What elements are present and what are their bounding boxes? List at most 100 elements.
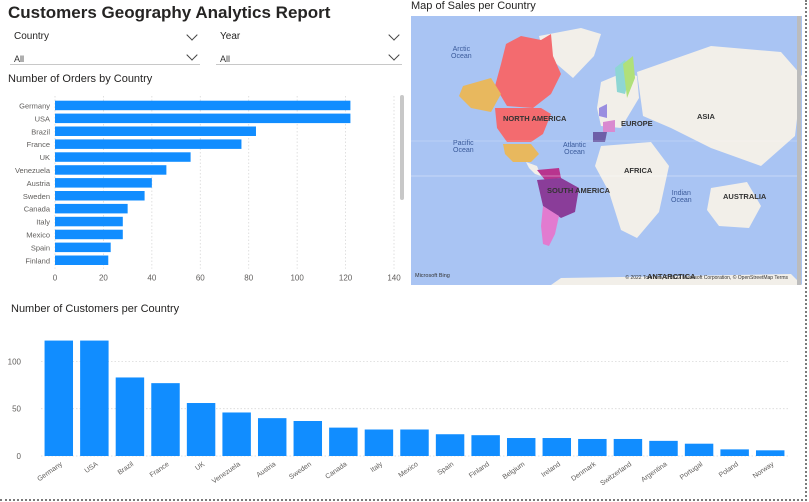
orders-x-tick-label: 20 (99, 274, 108, 283)
map-label-north-america: NORTH AMERICA (503, 114, 567, 123)
venezuela-region (537, 168, 561, 180)
customers-category-label: Poland (718, 461, 740, 479)
country-slicer[interactable]: Country All (10, 29, 200, 65)
orders-bar-venezuela[interactable] (55, 165, 167, 175)
country-slicer-label: Country (14, 31, 50, 42)
customers-category-label: Venezuela (211, 461, 242, 486)
orders-bar-france[interactable] (55, 139, 242, 149)
orders-chart-scrollbar[interactable] (400, 95, 404, 200)
orders-category-label: Mexico (26, 230, 50, 239)
orders-x-tick-label: 60 (196, 274, 205, 283)
map-canvas (411, 28, 802, 285)
customers-bar-canada[interactable] (329, 427, 358, 456)
customers-bar-switzerland[interactable] (613, 438, 643, 456)
customers-bar-italy[interactable] (364, 429, 394, 456)
orders-category-label: Austria (27, 179, 51, 188)
customers-category-label: USA (84, 461, 100, 475)
map-label-antarctica: ANTARCTICA (647, 272, 696, 281)
canada-region (495, 34, 561, 108)
customers-bar-poland[interactable] (720, 449, 749, 456)
customers-bar-denmark[interactable] (578, 438, 607, 456)
orders-bar-germany[interactable] (55, 100, 351, 111)
customers-bar-argentina[interactable] (649, 440, 678, 456)
customers-category-label: Canada (324, 461, 348, 481)
country-dropdown-value: All (14, 54, 25, 64)
customers-y-tick-label: 0 (17, 452, 22, 461)
customers-bar-usa[interactable] (80, 340, 109, 456)
orders-bar-italy[interactable] (55, 216, 123, 227)
year-slicer-label: Year (220, 31, 241, 42)
orders-bar-canada[interactable] (55, 203, 128, 214)
orders-category-label: Finland (25, 256, 50, 265)
orders-category-label: Brazil (31, 127, 50, 136)
map-label-europe: EUROPE (621, 119, 653, 128)
france-region (603, 120, 615, 132)
orders-category-label: Venezuela (15, 166, 51, 175)
customers-bar-ireland[interactable] (542, 438, 572, 456)
orders-x-tick-label: 0 (53, 274, 58, 283)
orders-category-label: Germany (19, 101, 50, 110)
orders-bar-uk[interactable] (55, 152, 191, 162)
chevron-down-icon[interactable] (388, 49, 400, 61)
orders-x-tick-label: 100 (290, 274, 304, 283)
sales-map[interactable]: NORTH AMERICA SOUTH AMERICA EUROPE ASIA … (411, 16, 802, 285)
year-dropdown[interactable]: All (216, 49, 402, 65)
central-america-land (526, 162, 541, 176)
orders-category-label: UK (40, 153, 50, 162)
customers-category-label: Austria (255, 461, 277, 479)
map-scrollbar[interactable] (797, 16, 801, 285)
report-title: Customers Geography Analytics Report (8, 3, 331, 22)
map-label-arctic-ocean: Arctic Ocean (451, 46, 472, 60)
antarctica-land (551, 274, 802, 285)
orders-bar-spain[interactable] (55, 242, 111, 253)
orders-bar-brazil[interactable] (55, 126, 256, 137)
map-label-australia: AUSTRALIA (723, 192, 767, 201)
customers-bar-norway[interactable] (755, 450, 785, 456)
customers-category-label: Spain (437, 461, 456, 477)
greenland-land (539, 28, 601, 78)
customers-bar-uk[interactable] (186, 403, 216, 456)
customers-category-label: Ireland (540, 461, 562, 479)
orders-category-label: Italy (36, 218, 50, 227)
customers-y-tick-label: 100 (8, 357, 22, 366)
customers-bar-portugal[interactable] (684, 443, 714, 456)
bing-logo: Microsoft Bing (415, 273, 450, 279)
customers-bar-france[interactable] (151, 383, 180, 456)
customers-bar-mexico[interactable] (400, 429, 429, 456)
customers-category-label: Switzerland (599, 461, 633, 488)
customers-chart-title: Number of Customers per Country (11, 303, 180, 315)
orders-bar-sweden[interactable] (55, 191, 145, 201)
customers-category-label: Portugal (679, 461, 705, 482)
customers-category-label: Argentina (640, 461, 669, 484)
customers-category-label: Mexico (397, 461, 419, 480)
customers-category-label: Germany (36, 461, 64, 484)
customers-category-label: Sweden (288, 461, 313, 481)
map-label-south-america: SOUTH AMERICA (547, 186, 611, 195)
orders-x-tick-label: 80 (244, 274, 253, 283)
customers-bar-spain[interactable] (435, 434, 465, 456)
customers-bar-finland[interactable] (471, 435, 500, 456)
map-attribution[interactable]: © 2022 TomTom, © 2022 Microsoft Corporat… (625, 275, 788, 281)
orders-category-label: Canada (24, 205, 51, 214)
country-dropdown[interactable]: All (10, 49, 200, 65)
orders-bar-mexico[interactable] (55, 229, 123, 240)
customers-bar-belgium[interactable] (506, 438, 536, 456)
customers-bar-sweden[interactable] (293, 420, 323, 456)
chevron-down-icon[interactable] (186, 49, 198, 61)
spain-region (593, 132, 607, 142)
customers-bar-brazil[interactable] (115, 377, 145, 456)
orders-x-tick-label: 120 (339, 274, 353, 283)
customers-bar-austria[interactable] (257, 418, 287, 456)
customers-bar-venezuela[interactable] (222, 412, 251, 456)
asia-land (637, 46, 802, 166)
map-label-pacific-ocean: Pacific Ocean (453, 140, 474, 154)
customers-bar-germany[interactable] (44, 340, 74, 456)
brazil-region (537, 178, 579, 218)
orders-bar-finland[interactable] (55, 255, 109, 266)
orders-bar-austria[interactable] (55, 178, 152, 188)
orders-bar-usa[interactable] (55, 113, 351, 124)
sweden-region (623, 56, 635, 98)
year-slicer[interactable]: Year All (216, 29, 402, 65)
customers-bar-chart: 0 50 100 Germany USA Brazil France UK Venezuela A… (8, 340, 788, 488)
customers-category-label: Denmark (570, 461, 598, 483)
